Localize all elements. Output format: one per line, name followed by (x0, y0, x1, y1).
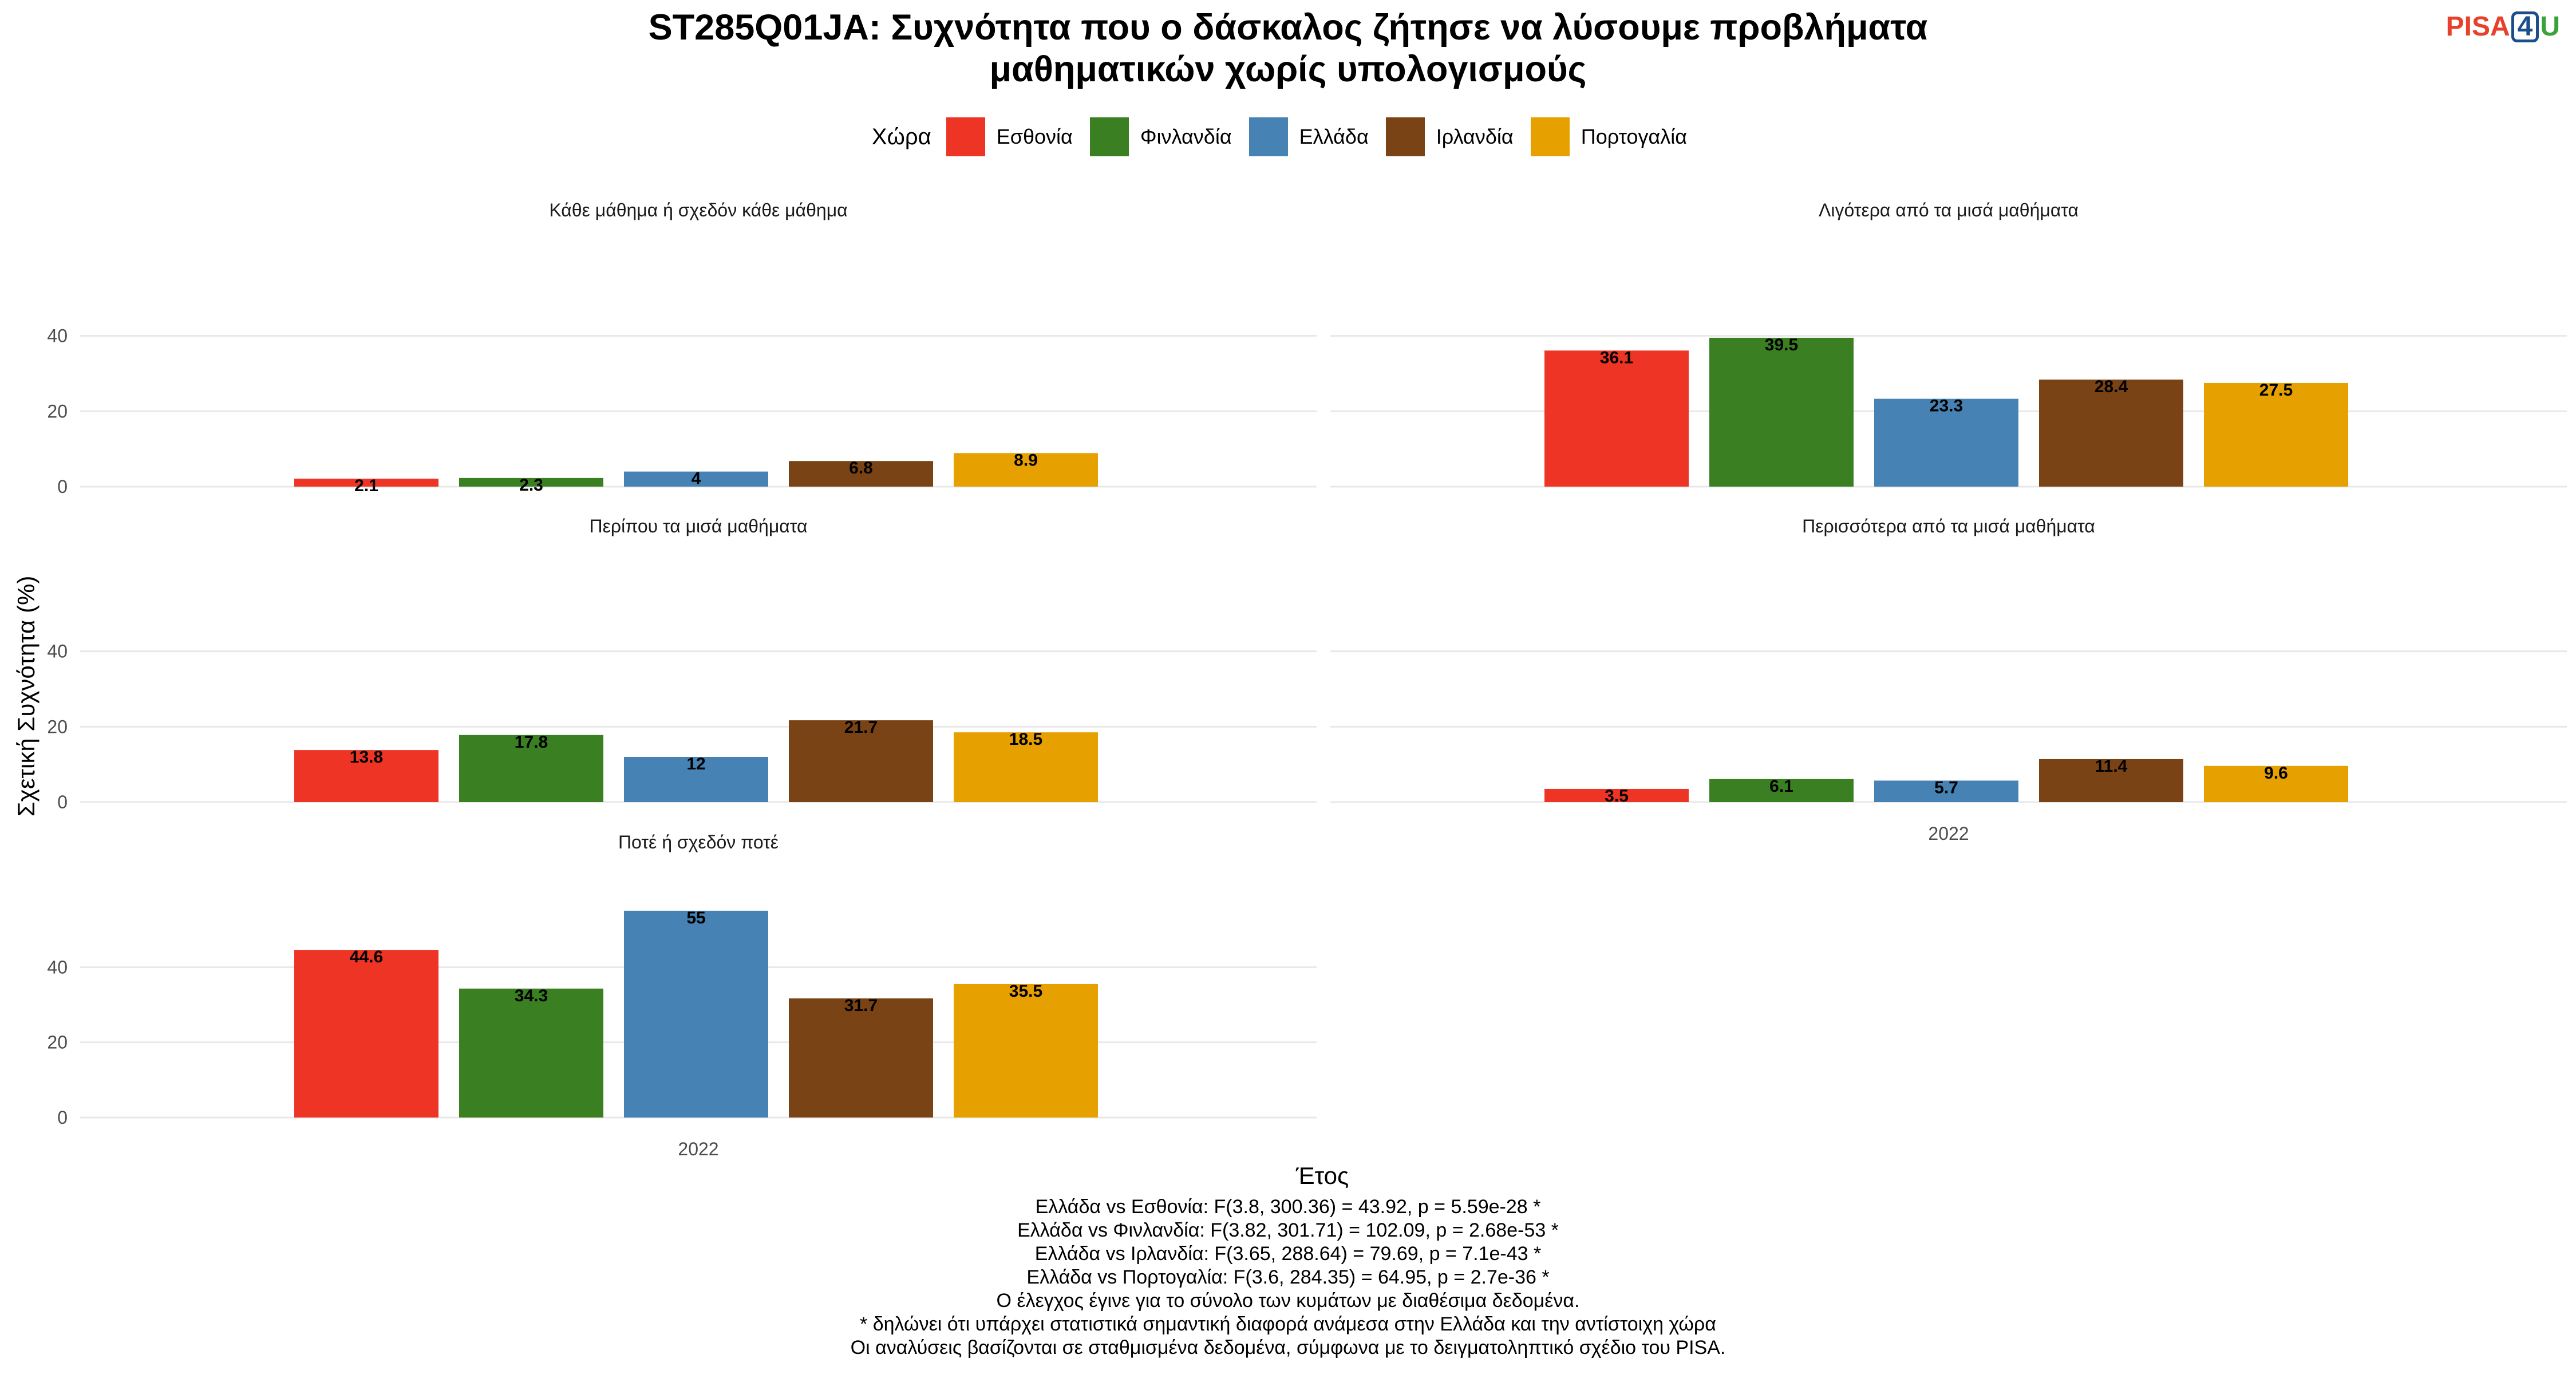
bar (1544, 350, 1689, 487)
chart-title-line-1: ST285Q01JA: Συχνότητα που ο δάσκαλος ζήτ… (648, 7, 1928, 48)
caption-line: Ο έλεγχος έγινε για το σύνολο των κυμάτω… (996, 1290, 1580, 1312)
legend-key (1089, 117, 1129, 156)
data-label: 35.5 (1009, 982, 1042, 1001)
facet-title: Περισσότερα από τα μισά μαθήματα (1802, 516, 2095, 536)
bar (624, 756, 768, 802)
x-tick-label: 2022 (678, 1139, 718, 1159)
bar (294, 950, 438, 1118)
y-axis-title: Σχετική Συχνότητα (%) (13, 576, 39, 817)
data-label: 2.3 (519, 476, 543, 495)
bar (459, 735, 603, 802)
data-label: 18.5 (1009, 730, 1042, 749)
bar (954, 984, 1098, 1118)
bar (1709, 779, 1854, 802)
y-tick-label: 40 (47, 326, 68, 346)
bar (459, 988, 603, 1118)
bar (624, 910, 768, 1118)
data-label: 9.6 (2264, 764, 2288, 783)
data-label: 27.5 (2259, 381, 2293, 400)
y-tick-label: 20 (47, 716, 68, 737)
bar (1874, 398, 2018, 487)
legend-item: Πορτογαλία (1530, 117, 1688, 156)
bar (789, 461, 933, 487)
legend-item: Εσθονία (946, 117, 1073, 156)
bar (624, 471, 768, 487)
data-label: 12 (686, 755, 705, 773)
y-tick-label: 0 (57, 476, 68, 497)
y-tick-label: 0 (57, 792, 68, 812)
data-label: 36.1 (1600, 348, 1633, 367)
data-label: 13.8 (350, 748, 383, 767)
bar (294, 750, 438, 802)
bar (1874, 780, 2018, 802)
legend-item: Φινλανδία (1089, 117, 1232, 156)
pisa4u-logo: PISA 4 U (2445, 11, 2560, 42)
legend-key (1249, 117, 1288, 156)
bar (954, 732, 1098, 802)
data-label: 23.3 (1930, 397, 1963, 416)
data-label: 55 (686, 909, 705, 927)
legend-label: Ελλάδα (1299, 125, 1369, 148)
data-label: 6.8 (849, 459, 873, 477)
bar (2039, 759, 2183, 802)
data-label: 11.4 (2095, 757, 2128, 776)
legend-key (1385, 117, 1425, 156)
data-label: 8.9 (1014, 451, 1038, 469)
chart-title: ST285Q01JA: Συχνότητα που ο δάσκαλος ζήτ… (0, 7, 2576, 90)
legend-item: Ιρλανδία (1385, 117, 1514, 156)
y-tick-label: 20 (47, 1032, 68, 1053)
legend-item: Ελλάδα (1249, 117, 1369, 156)
chart-title-line-2: μαθηματικών χωρίς υπολογισμούς (989, 49, 1587, 89)
facet-title: Ποτέ ή σχεδόν ποτέ (618, 832, 779, 852)
y-tick-label: 20 (47, 401, 68, 421)
bar (2204, 382, 2348, 487)
data-label: 4 (692, 469, 701, 488)
data-label: 5.7 (1934, 778, 1958, 797)
data-label: 28.4 (2095, 377, 2128, 396)
data-label: 39.5 (1765, 335, 1798, 354)
legend-key (946, 117, 985, 156)
bar (2039, 380, 2183, 487)
data-label: 6.1 (1769, 777, 1793, 796)
y-tick-label: 40 (47, 957, 68, 977)
facet-title: Λιγότερα από τα μισά μαθήματα (1819, 200, 2079, 220)
data-label: 21.7 (844, 718, 878, 737)
legend-label: Ιρλανδία (1436, 125, 1514, 148)
caption-line: Οι αναλύσεις βασίζονται σε σταθμισμένα δ… (850, 1337, 1726, 1359)
bar (954, 453, 1098, 487)
legend-label: Εσθονία (996, 125, 1073, 148)
data-label: 2.1 (354, 476, 378, 495)
data-label: 44.6 (350, 947, 383, 966)
x-axis-title: Έτος (1295, 1162, 1349, 1189)
caption-line: Ελλάδα vs Εσθονία: F(3.8, 300.36) = 43.9… (1035, 1196, 1541, 1218)
data-label: 3.5 (1605, 787, 1629, 806)
caption-line: Ελλάδα vs Πορτογαλία: F(3.6, 284.35) = 6… (1026, 1266, 1550, 1288)
bar (1544, 788, 1689, 802)
legend-label: Φινλανδία (1140, 125, 1232, 148)
bar (2204, 765, 2348, 802)
facet-title: Κάθε μάθημα ή σχεδόν κάθε μάθημα (549, 200, 847, 220)
bar (1709, 337, 1854, 487)
caption-line: Ελλάδα vs Φινλανδία: F(3.82, 301.71) = 1… (1017, 1219, 1559, 1241)
legend-key (1530, 117, 1570, 156)
bar (789, 720, 933, 802)
y-tick-label: 40 (47, 641, 68, 662)
y-tick-label: 0 (57, 1107, 68, 1128)
bar (789, 998, 933, 1118)
data-label: 34.3 (515, 986, 548, 1005)
caption-line: Ελλάδα vs Ιρλανδία: F(3.65, 288.64) = 79… (1034, 1243, 1542, 1265)
bar (459, 477, 603, 487)
caption: Ελλάδα vs Εσθονία: F(3.8, 300.36) = 43.9… (0, 1195, 2576, 1360)
data-label: 31.7 (844, 996, 878, 1015)
bar (294, 479, 438, 487)
facet-title: Περίπου τα μισά μαθήματα (590, 516, 808, 536)
legend: Χώρα Εσθονία Φινλανδία Ελλάδα Ιρλανδία Πορτο… (0, 117, 2576, 156)
x-tick-label: 2022 (1928, 823, 1969, 844)
caption-line: * δηλώνει ότι υπάρχει στατιστικά σημαντι… (860, 1313, 1716, 1335)
data-label: 17.8 (515, 733, 548, 752)
legend-title: Χώρα (871, 124, 931, 149)
legend-label: Πορτογαλία (1581, 125, 1688, 148)
